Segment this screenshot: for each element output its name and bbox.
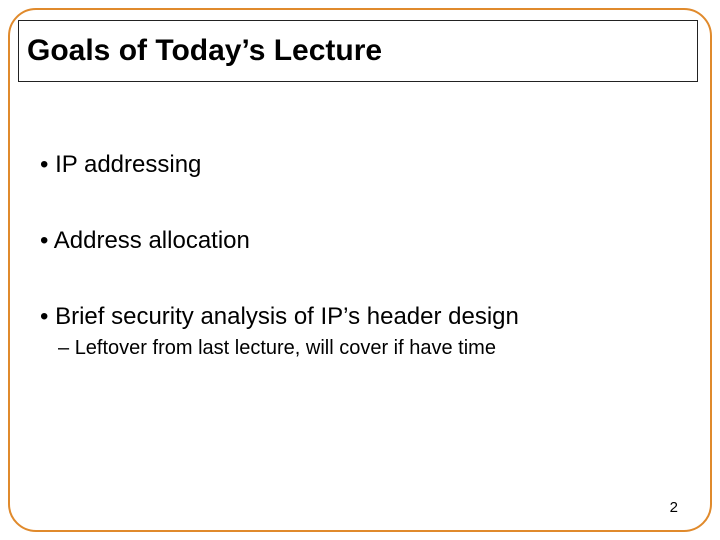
bullet-text: Address allocation [54,227,250,254]
slide-title: Goals of Today’s Lecture [27,34,382,68]
bullet-text: Brief security analysis of IP’s header d… [55,303,519,330]
bullet-item: • IP addressing [40,150,680,180]
sub-bullet: – Leftover from last lecture, will cover… [58,336,680,361]
bullet-item: • Address allocation [40,226,680,256]
slide-body: • IP addressing • Address allocation • B… [40,150,680,367]
slide: Goals of Today’s Lecture • IP addressing… [0,0,720,540]
sub-bullet-text: Leftover from last lecture, will cover i… [75,337,496,359]
bullet-item: • Brief security analysis of IP’s header… [40,302,680,361]
bullet-text: IP addressing [55,151,201,178]
title-box: Goals of Today’s Lecture [18,20,698,82]
page-number: 2 [670,499,678,516]
